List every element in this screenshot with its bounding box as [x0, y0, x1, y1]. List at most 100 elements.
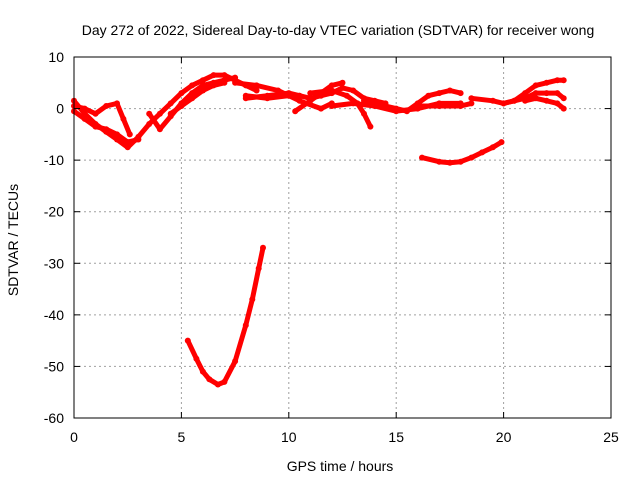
data-point: [146, 110, 153, 117]
data-point: [167, 110, 174, 117]
series-line: [243, 93, 302, 101]
data-point: [92, 110, 99, 117]
y-tick-label: -10: [44, 152, 64, 168]
data-point: [436, 103, 443, 109]
data-point: [489, 144, 496, 151]
data-point: [189, 82, 196, 89]
data-point: [457, 103, 464, 109]
series-track-17: [419, 139, 505, 166]
x-tick-label: 0: [70, 429, 78, 445]
data-point: [178, 103, 185, 109]
data-point: [403, 108, 410, 115]
data-point: [361, 110, 367, 117]
data-point: [253, 82, 260, 89]
data-point: [103, 103, 110, 109]
data-point: [560, 105, 567, 112]
data-point: [260, 244, 266, 251]
data-point: [532, 82, 539, 89]
data-point: [318, 105, 324, 112]
chart-title: Day 272 of 2022, Sidereal Day-to-day VTE…: [82, 22, 595, 38]
series-track-16: [522, 95, 567, 112]
data-point: [498, 139, 505, 146]
data-point: [414, 103, 421, 109]
series-line: [185, 245, 266, 387]
data-point: [296, 97, 303, 104]
data-point: [554, 90, 561, 97]
data-point: [81, 115, 88, 122]
data-point: [292, 108, 299, 115]
data-point: [560, 77, 567, 84]
data-point: [124, 139, 131, 146]
data-point: [199, 82, 206, 89]
series-track-18: [184, 244, 266, 388]
y-axis-label: SDTVAR / TECUs: [5, 184, 21, 296]
data-series: [71, 72, 567, 388]
data-point: [296, 92, 303, 99]
data-point: [328, 103, 335, 109]
data-point: [446, 159, 453, 166]
y-tick-label: -30: [44, 255, 64, 271]
data-point: [242, 322, 249, 329]
data-point: [249, 296, 256, 303]
data-point: [479, 149, 486, 156]
data-point: [135, 136, 142, 143]
y-tick-label: -50: [44, 358, 64, 374]
data-point: [436, 90, 443, 97]
data-point: [199, 87, 206, 94]
series-line: [415, 100, 474, 109]
data-point: [124, 144, 131, 151]
data-point: [468, 95, 475, 102]
data-point: [457, 90, 464, 97]
data-point: [221, 72, 228, 79]
data-point: [489, 97, 496, 104]
data-point: [554, 77, 561, 84]
data-point: [328, 87, 335, 94]
data-point: [361, 97, 367, 104]
data-point: [221, 378, 228, 385]
series-track-8: [242, 92, 303, 102]
data-point: [232, 79, 239, 86]
series-track-3: [71, 108, 142, 146]
grid: [74, 57, 611, 418]
data-point: [255, 265, 262, 272]
data-point: [189, 95, 196, 102]
data-point: [543, 97, 550, 104]
data-point: [114, 100, 120, 107]
data-point: [425, 92, 432, 99]
x-tick-label: 25: [603, 429, 619, 445]
y-tick-label: -20: [44, 204, 64, 220]
data-point: [554, 100, 561, 107]
data-point: [114, 131, 120, 138]
ticks: 0 5 10 15 20 25 10 0 -10 -20 -30 -40 -50 -60: [44, 49, 619, 445]
plot-frame: [73, 56, 612, 419]
x-tick-label: 20: [496, 429, 512, 445]
data-point: [522, 90, 529, 97]
data-point: [543, 90, 550, 97]
data-point: [206, 376, 213, 383]
data-point: [242, 92, 249, 99]
data-point: [307, 90, 314, 97]
data-point: [468, 100, 475, 107]
data-point: [167, 100, 174, 107]
data-point: [468, 154, 475, 161]
data-point: [126, 131, 133, 138]
data-point: [446, 87, 453, 94]
data-point: [156, 110, 163, 117]
data-point: [350, 100, 357, 107]
series-track-5: [167, 79, 228, 117]
x-tick-label: 5: [178, 429, 186, 445]
data-point: [275, 87, 282, 94]
data-point: [307, 97, 314, 104]
data-point: [253, 87, 260, 94]
data-point: [339, 79, 346, 86]
data-point: [146, 121, 153, 127]
data-point: [103, 126, 110, 133]
data-point: [92, 123, 99, 130]
series-line: [361, 88, 464, 114]
data-point: [350, 87, 357, 94]
data-point: [264, 95, 271, 102]
data-point: [328, 82, 335, 89]
data-point: [210, 82, 217, 89]
data-point: [393, 105, 400, 112]
